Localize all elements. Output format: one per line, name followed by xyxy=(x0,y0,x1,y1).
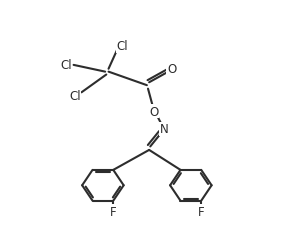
Text: O: O xyxy=(167,63,176,76)
Text: Cl: Cl xyxy=(60,59,72,72)
Text: O: O xyxy=(149,105,158,118)
Text: Cl: Cl xyxy=(69,90,81,103)
Text: F: F xyxy=(110,205,117,218)
Text: N: N xyxy=(159,123,168,136)
Text: Cl: Cl xyxy=(116,40,128,53)
Text: F: F xyxy=(198,205,205,218)
